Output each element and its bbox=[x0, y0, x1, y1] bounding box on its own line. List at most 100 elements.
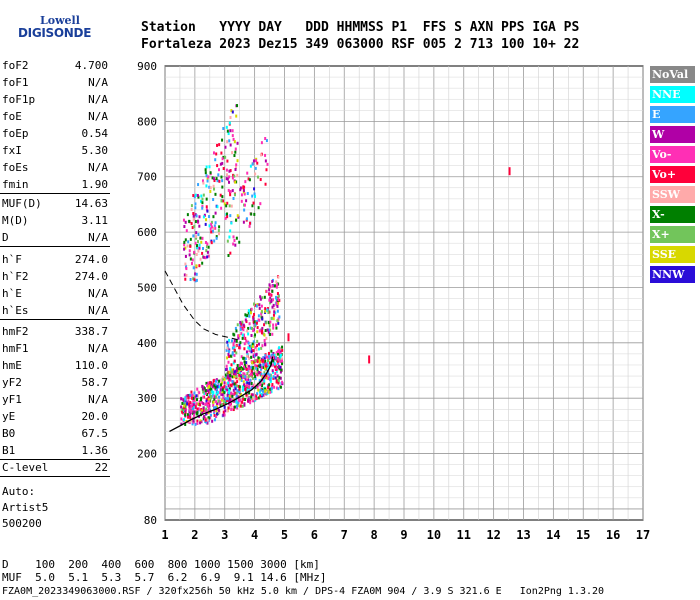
echo-point bbox=[247, 374, 250, 378]
echo-point bbox=[214, 158, 217, 162]
echo-point bbox=[187, 402, 190, 406]
echo-point bbox=[246, 354, 249, 358]
echo-point bbox=[218, 402, 221, 406]
echo-point bbox=[277, 364, 280, 368]
echo-point bbox=[256, 330, 259, 334]
echo-point bbox=[237, 369, 240, 373]
echo-point bbox=[229, 392, 232, 396]
echo-point bbox=[253, 212, 256, 216]
echo-point bbox=[368, 355, 371, 364]
echo-point bbox=[192, 399, 195, 403]
echo-point bbox=[196, 387, 199, 391]
echo-point bbox=[258, 364, 261, 368]
echo-point bbox=[281, 345, 284, 349]
echo-point bbox=[270, 299, 273, 303]
echo-point bbox=[227, 374, 230, 378]
echo-point bbox=[235, 236, 238, 240]
echo-point bbox=[243, 342, 246, 346]
echo-point bbox=[216, 164, 219, 168]
echo-point bbox=[218, 143, 221, 147]
echo-point bbox=[264, 309, 267, 313]
echo-point bbox=[247, 346, 250, 350]
echo-point bbox=[207, 404, 210, 408]
echo-point bbox=[233, 380, 236, 384]
param-value: 67.5 bbox=[81, 427, 109, 440]
echo-point bbox=[262, 393, 265, 397]
echo-point bbox=[226, 375, 229, 379]
echo-point bbox=[240, 366, 243, 370]
param-name: B1 bbox=[2, 444, 16, 457]
echo-point bbox=[183, 397, 186, 401]
echo-point bbox=[269, 373, 272, 377]
echo-point bbox=[206, 418, 209, 422]
echo-point bbox=[231, 110, 234, 114]
echo-point bbox=[281, 357, 284, 361]
echo-point bbox=[254, 194, 257, 198]
echo-point bbox=[246, 383, 249, 387]
echo-point bbox=[234, 344, 237, 348]
echo-point bbox=[252, 317, 255, 321]
echo-point bbox=[231, 151, 234, 155]
echo-point bbox=[260, 141, 263, 145]
echo-point bbox=[235, 400, 238, 404]
echo-point bbox=[220, 199, 223, 203]
echo-point bbox=[254, 303, 257, 307]
echo-point bbox=[229, 190, 232, 194]
echo-point bbox=[214, 192, 217, 196]
echo-point bbox=[257, 175, 260, 179]
echo-point bbox=[260, 304, 263, 308]
echo-point bbox=[260, 367, 263, 371]
echo-point bbox=[192, 419, 195, 423]
param-value: 5.30 bbox=[81, 144, 109, 157]
profile-line bbox=[169, 356, 274, 432]
echo-point bbox=[205, 218, 208, 222]
echo-point bbox=[214, 383, 217, 387]
echo-point bbox=[238, 385, 241, 389]
echo-point bbox=[216, 412, 219, 416]
echo-point bbox=[269, 285, 272, 289]
echo-point bbox=[268, 364, 271, 368]
echo-point bbox=[183, 273, 186, 277]
echo-point bbox=[201, 236, 204, 240]
echo-point bbox=[229, 366, 232, 370]
echo-point bbox=[269, 390, 272, 394]
echo-point bbox=[184, 220, 187, 224]
echo-point bbox=[189, 257, 192, 261]
echo-point bbox=[189, 244, 192, 248]
echo-point bbox=[262, 356, 265, 360]
echo-point bbox=[184, 409, 187, 413]
echo-point bbox=[264, 182, 267, 186]
echo-point bbox=[280, 362, 283, 366]
echo-point bbox=[243, 363, 246, 367]
echo-point bbox=[223, 381, 226, 385]
echo-point bbox=[230, 204, 233, 208]
echo-point bbox=[246, 389, 249, 393]
echo-point bbox=[196, 419, 199, 423]
echo-point bbox=[264, 159, 267, 163]
echo-point bbox=[272, 363, 275, 367]
echo-point bbox=[234, 150, 237, 154]
echo-point bbox=[256, 392, 259, 396]
echo-point bbox=[254, 397, 257, 401]
echo-point bbox=[223, 399, 226, 403]
echo-point bbox=[248, 356, 251, 360]
echo-point bbox=[205, 381, 208, 385]
echo-point bbox=[257, 356, 260, 360]
echo-point bbox=[195, 253, 198, 257]
echo-point bbox=[239, 321, 242, 325]
echo-point bbox=[207, 402, 210, 406]
echo-point bbox=[247, 365, 250, 369]
echo-point bbox=[223, 391, 226, 395]
echo-point bbox=[252, 329, 255, 333]
echo-point bbox=[274, 352, 277, 356]
echo-point bbox=[239, 371, 242, 375]
echo-point bbox=[247, 177, 250, 181]
echo-point bbox=[259, 363, 262, 367]
echo-point bbox=[259, 178, 262, 182]
echo-point bbox=[213, 397, 216, 401]
echo-point bbox=[242, 220, 245, 224]
echo-point bbox=[203, 392, 206, 396]
echo-point bbox=[192, 234, 195, 238]
echo-point bbox=[217, 383, 220, 387]
echo-point bbox=[268, 373, 271, 377]
